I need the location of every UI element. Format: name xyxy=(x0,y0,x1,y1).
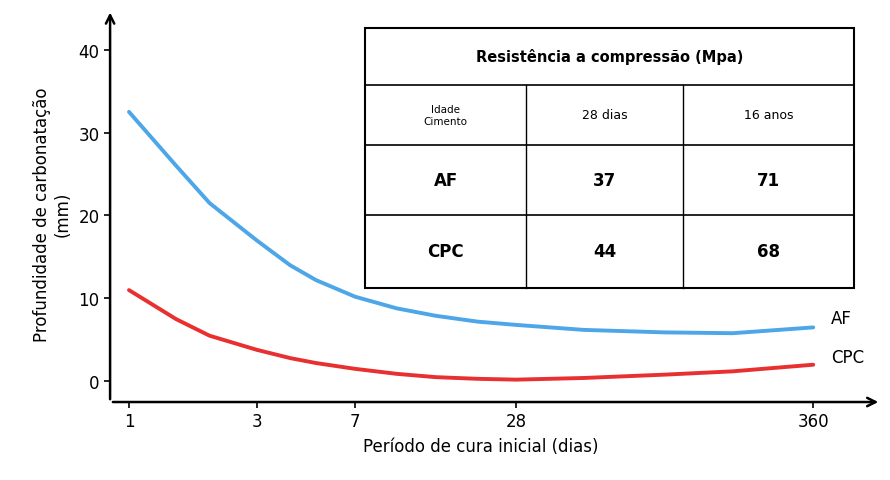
Text: AF: AF xyxy=(433,171,457,190)
Text: Resistência a compressão (Mpa): Resistência a compressão (Mpa) xyxy=(476,49,743,65)
Text: Idade
Cimento: Idade Cimento xyxy=(424,105,467,126)
Text: 37: 37 xyxy=(593,171,617,190)
Text: CPC: CPC xyxy=(831,348,864,366)
Text: 68: 68 xyxy=(757,243,781,261)
Text: 71: 71 xyxy=(757,171,781,190)
Text: AF: AF xyxy=(831,310,852,327)
Text: 28 dias: 28 dias xyxy=(582,109,627,122)
Text: 16 anos: 16 anos xyxy=(744,109,794,122)
Text: 44: 44 xyxy=(593,243,617,261)
Y-axis label: Profundidade de carbonatação
(mm): Profundidade de carbonatação (mm) xyxy=(33,87,71,341)
X-axis label: Período de cura inicial (dias): Período de cura inicial (dias) xyxy=(363,437,598,456)
Text: CPC: CPC xyxy=(427,243,464,261)
